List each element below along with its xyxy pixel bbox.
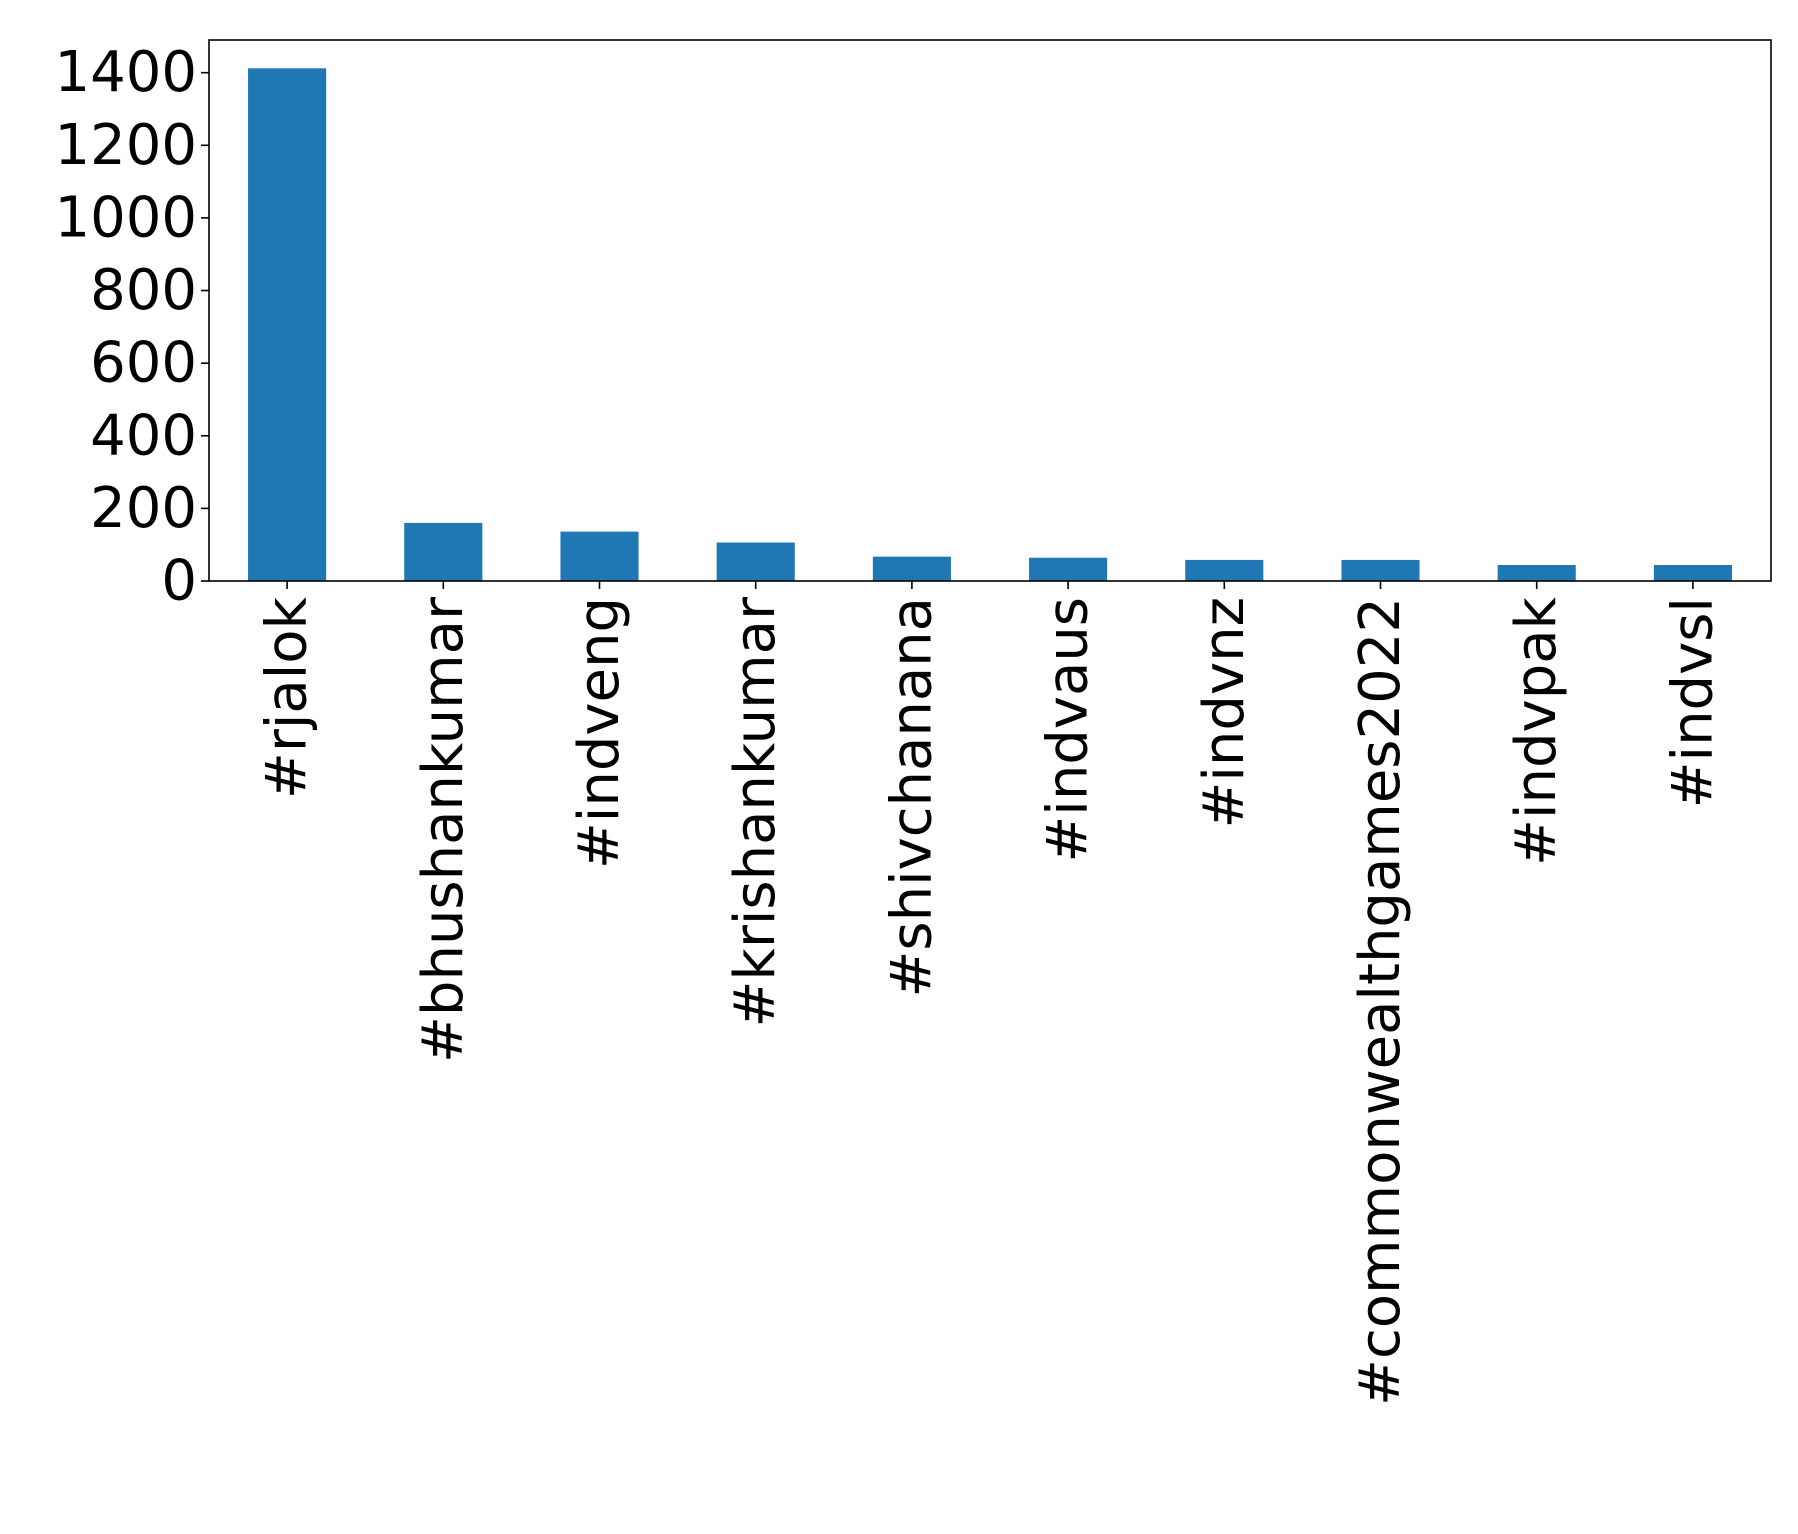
y-tick-label: 200 bbox=[90, 476, 197, 541]
x-tick-label: #rjalok bbox=[255, 596, 320, 799]
bar bbox=[1497, 565, 1576, 581]
y-tick-label: 1400 bbox=[54, 40, 197, 105]
bar bbox=[248, 68, 327, 582]
bar bbox=[560, 531, 639, 581]
bars-group bbox=[248, 68, 1732, 582]
y-tick-label: 1000 bbox=[54, 185, 197, 250]
x-tick-label: #commonwealthgames2022 bbox=[1348, 597, 1413, 1406]
x-tick-label: #shivchanana bbox=[879, 597, 944, 998]
x-tick-label: #indvnz bbox=[1192, 597, 1257, 829]
y-tick-label: 0 bbox=[161, 549, 197, 614]
y-tick-label: 600 bbox=[90, 331, 197, 396]
bar bbox=[872, 556, 951, 581]
x-tick-label: #bhushankumar bbox=[411, 596, 476, 1063]
y-tick-label: 400 bbox=[90, 403, 197, 468]
x-tick-label: #krishankumar bbox=[723, 596, 788, 1027]
x-tick-label: #indvpak bbox=[1504, 596, 1569, 866]
bar bbox=[1185, 559, 1264, 581]
bar bbox=[1341, 559, 1420, 581]
y-tick-label: 800 bbox=[90, 258, 197, 323]
plot-frame bbox=[208, 39, 1772, 582]
x-tick-label: #indvaus bbox=[1036, 597, 1101, 863]
bar bbox=[716, 542, 795, 581]
bar bbox=[404, 522, 483, 581]
y-axis: 0 200 400 600 800 1000 1200 1400 bbox=[54, 40, 209, 614]
bar bbox=[1029, 557, 1108, 581]
x-axis: #rjalok #bhushankumar #indveng #krishankuma… bbox=[255, 581, 1725, 1406]
bar bbox=[1653, 565, 1732, 581]
x-tick-label: #indvsl bbox=[1660, 597, 1725, 808]
y-tick-label: 1200 bbox=[54, 113, 197, 178]
x-tick-label: #indveng bbox=[567, 597, 632, 869]
